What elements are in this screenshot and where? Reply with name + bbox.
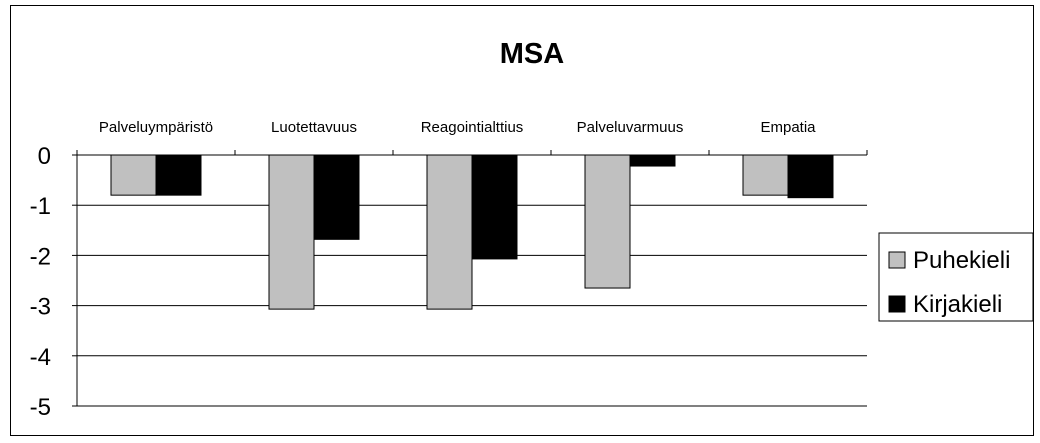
category-labels: Palveluympäristö Luotettavuus Reagointialt…	[99, 119, 816, 136]
y-tick-label: -5	[30, 394, 51, 421]
bar-puhekieli-4	[584, 154, 631, 289]
bar-puhekieli-1	[110, 154, 157, 196]
category-label: Empatia	[760, 119, 816, 136]
legend-swatch	[888, 251, 906, 269]
legend-label: Kirjakieli	[913, 291, 1002, 318]
y-tick-label: -2	[30, 243, 51, 270]
chart-frame: MSA 0 -1 -2 -3 -4 -5 Palveluympäristö Luotetta…	[10, 5, 1034, 436]
chart-title: MSA	[500, 38, 565, 70]
bar-kirjakieli-1	[155, 154, 202, 196]
category-label: Luotettavuus	[271, 119, 357, 136]
bar-kirjakieli-4	[629, 154, 676, 167]
bars	[110, 154, 834, 310]
chart-svg: MSA 0 -1 -2 -3 -4 -5 Palveluympäristö Luotetta…	[30, 38, 1034, 421]
y-tick-label: -4	[30, 344, 51, 371]
category-label: Palveluvarmuus	[577, 119, 684, 136]
legend-swatch	[888, 295, 906, 313]
y-tick-labels: 0 -1 -2 -3 -4 -5	[30, 143, 51, 421]
y-tick-label: -3	[30, 294, 51, 321]
bar-puhekieli-2	[268, 154, 315, 310]
y-tick-label: 0	[38, 143, 51, 170]
category-label: Reagointialttius	[421, 119, 524, 136]
bar-kirjakieli-2	[313, 154, 360, 240]
category-label: Palveluympäristö	[99, 119, 213, 136]
legend-label: Puhekieli	[913, 247, 1010, 274]
y-tick-label: -1	[30, 193, 51, 220]
bar-kirjakieli-5	[787, 154, 834, 199]
bar-puhekieli-3	[426, 154, 473, 310]
bar-puhekieli-5	[742, 154, 789, 196]
bar-kirjakieli-3	[471, 154, 518, 260]
axes	[72, 150, 868, 407]
legend: Puhekieli Kirjakieli	[878, 232, 1034, 322]
